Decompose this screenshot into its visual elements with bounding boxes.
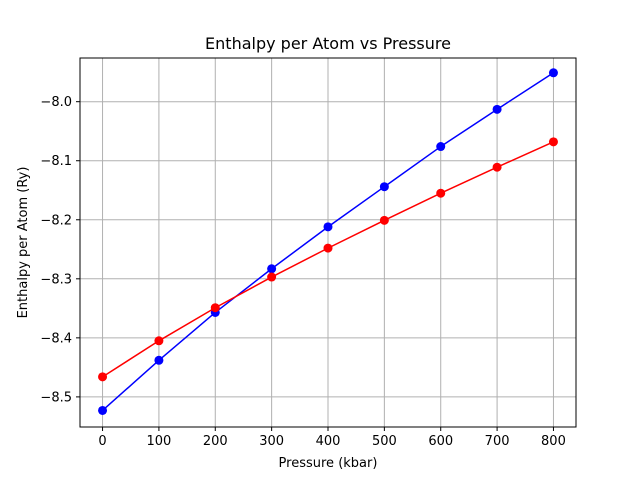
- x-tick-label: 500: [372, 434, 397, 449]
- series-2-point: [436, 188, 446, 198]
- x-tick-label: 800: [541, 434, 566, 449]
- x-tick-label: 700: [485, 434, 510, 449]
- y-axis-label: Enthalpy per Atom (Ry): [16, 167, 31, 319]
- x-tick-label: 600: [428, 434, 453, 449]
- series-1-point: [436, 142, 446, 152]
- series-2-point: [154, 336, 164, 346]
- x-tick-label: 100: [146, 434, 171, 449]
- x-axis-label: Pressure (kbar): [279, 456, 378, 471]
- series-2-point: [492, 162, 502, 172]
- series-2-point: [548, 137, 558, 147]
- series-1-point: [492, 104, 502, 114]
- series-1-point: [548, 68, 558, 78]
- chart-title: Enthalpy per Atom vs Pressure: [205, 34, 451, 53]
- y-tick-label: −8.1: [40, 154, 72, 169]
- series-1-point: [98, 405, 108, 415]
- axis-ticks: 0 100 200 300 400 500 600 700 800 −8.5 −8.4 −8.3 −8.…: [40, 95, 565, 449]
- y-tick-label: −8.4: [40, 331, 72, 346]
- y-tick-label: −8.3: [40, 272, 72, 287]
- y-tick-label: −8.5: [40, 390, 72, 405]
- series-2-point: [267, 272, 277, 282]
- series-1-point: [323, 222, 333, 232]
- x-tick-label: 400: [316, 434, 341, 449]
- series-1-point: [379, 182, 389, 192]
- series-1-point: [267, 264, 277, 274]
- series-2-point: [379, 215, 389, 225]
- series-1-point: [154, 355, 164, 365]
- x-tick-label: 0: [98, 434, 106, 449]
- x-tick-label: 200: [203, 434, 228, 449]
- y-tick-label: −8.2: [40, 213, 72, 228]
- y-tick-label: −8.0: [40, 95, 72, 110]
- series-layer: [98, 68, 558, 415]
- x-tick-label: 300: [259, 434, 284, 449]
- series-2-point: [98, 372, 108, 382]
- series-2-point: [210, 303, 220, 313]
- series-2-point: [323, 243, 333, 253]
